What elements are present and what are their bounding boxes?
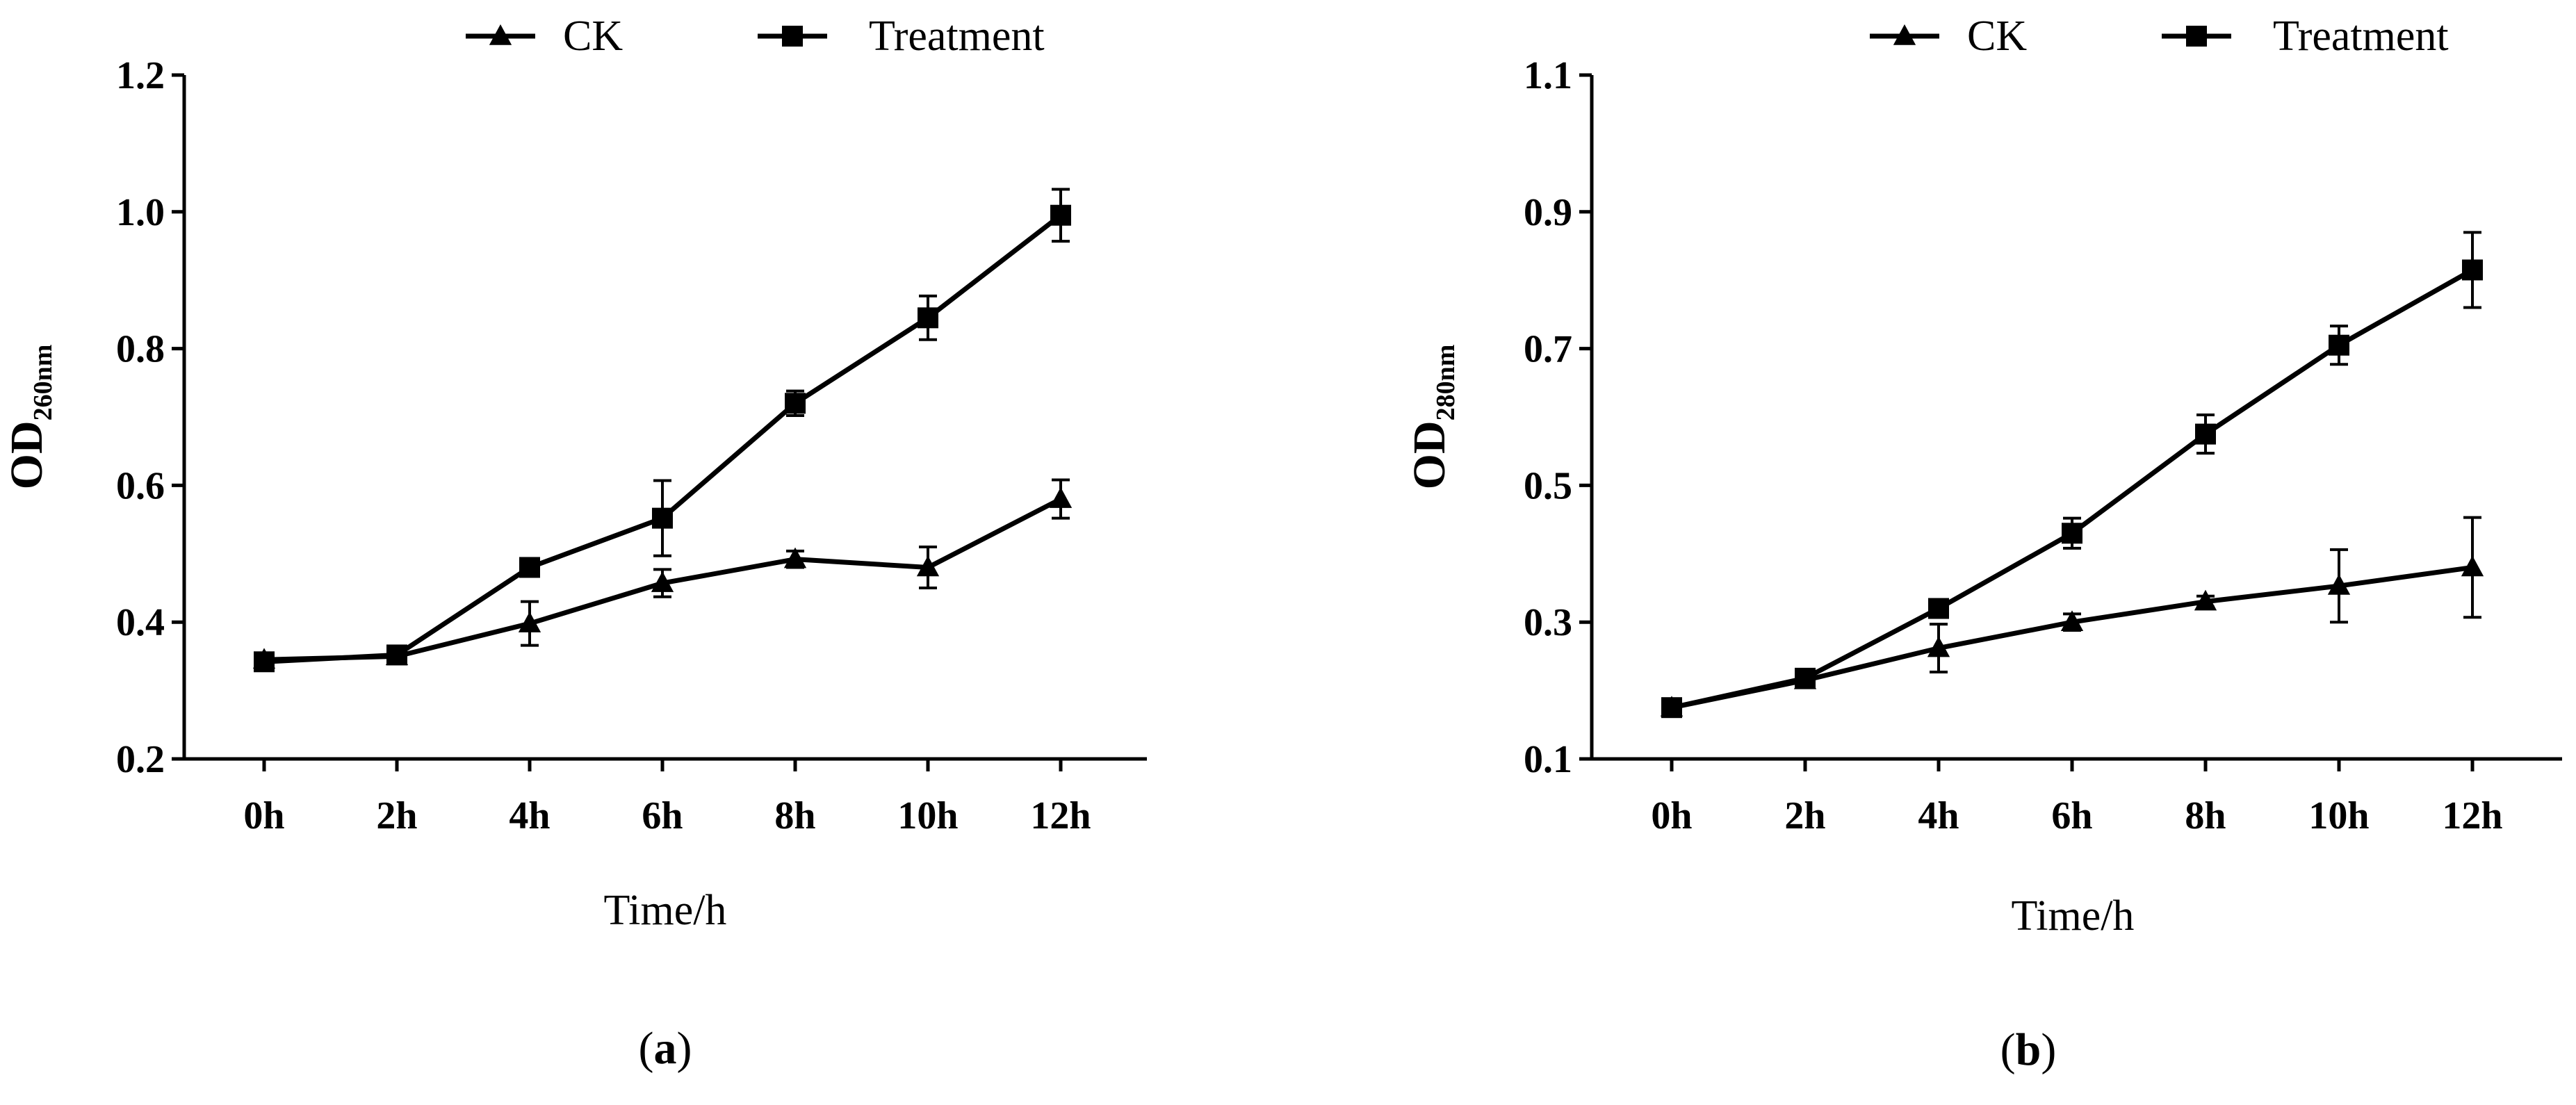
- legend: CK Treatment: [466, 13, 1045, 60]
- data-point-ck: [2060, 610, 2084, 631]
- x-tick-label: 4h: [1918, 794, 1959, 837]
- legend-marker-treatment: [782, 26, 803, 47]
- data-point-treatment: [2195, 423, 2216, 445]
- x-tick-label: 0h: [1651, 794, 1692, 837]
- y-tick-label: 0.3: [1524, 601, 1572, 644]
- x-tick-label: 2h: [376, 794, 417, 837]
- x-tick-label: 10h: [2308, 794, 2369, 837]
- series-line-ck: [1671, 565, 2473, 710]
- x-axis-label: Time/h: [604, 887, 727, 934]
- x-tick-label: 6h: [642, 794, 683, 837]
- legend-label-ck: CK: [563, 13, 623, 60]
- data-point-treatment: [785, 393, 806, 414]
- panel-caption: (b): [2000, 1024, 2057, 1075]
- legend-label-ck: CK: [1967, 13, 2027, 60]
- legend-label-treatment: Treatment: [2273, 13, 2449, 60]
- data-point-treatment: [2462, 259, 2483, 281]
- data-point-treatment: [1050, 204, 1071, 226]
- y-tick-label: 0.2: [116, 738, 165, 781]
- x-tick-label: 6h: [2051, 794, 2092, 837]
- data-point-treatment: [652, 507, 673, 529]
- legend-marker-ck: [1893, 24, 1916, 45]
- chart-panel-a: 0.2 0.4 0.6 0.8 1.0 1.2 0h 2h 4h 6h 8h 10h 12h OD260n…: [1, 13, 1147, 1074]
- x-tick-label: 12h: [2442, 794, 2502, 837]
- data-point-ck: [916, 555, 940, 577]
- data-point-ck: [783, 547, 807, 568]
- legend-label-treatment: Treatment: [869, 13, 1045, 60]
- series-treatment: [1661, 231, 2483, 719]
- y-axis-label: OD260nm: [1, 345, 58, 490]
- data-point-treatment: [1661, 697, 1682, 719]
- caption-paren-close: ): [2041, 1024, 2056, 1075]
- y-tick-label: 0.9: [1524, 191, 1572, 234]
- series-line-treatment: [1671, 268, 2474, 710]
- y-tick-label: 0.7: [1524, 328, 1572, 371]
- y-axis-label-subscript: 260nm: [28, 345, 58, 421]
- y-tick-label: 0.5: [1524, 464, 1572, 507]
- chart-panel-b: 0.1 0.3 0.5 0.7 0.9 1.1 0h 2h 4h 6h 8h 10h 12h OD280n…: [1404, 13, 2562, 1075]
- x-tick-label: 2h: [1784, 794, 1825, 837]
- data-point-treatment: [2329, 334, 2349, 356]
- data-point-treatment: [2062, 523, 2082, 544]
- x-tick-label: 0h: [243, 794, 284, 837]
- data-point-ck: [1049, 487, 1073, 508]
- data-point-ck: [1927, 636, 1950, 657]
- x-tick-label: 10h: [897, 794, 958, 837]
- legend-marker-treatment: [2186, 26, 2207, 47]
- x-axis-label: Time/h: [2012, 892, 2135, 940]
- data-point-ck: [518, 612, 541, 632]
- legend-marker-ck: [489, 24, 512, 45]
- y-axis-label-subscript: 280nm: [1431, 345, 1460, 421]
- x-tick-label: 8h: [2185, 794, 2226, 837]
- data-point-treatment: [1795, 667, 1816, 689]
- caption-letter: b: [2016, 1024, 2041, 1075]
- y-tick-label: 0.8: [116, 328, 165, 371]
- y-tick-label: 0.1: [1524, 738, 1572, 781]
- data-point-ck: [2194, 589, 2217, 611]
- caption-paren-open: (: [2000, 1024, 2016, 1075]
- legend: CK Treatment: [1870, 13, 2449, 60]
- data-point-treatment: [918, 307, 938, 329]
- data-point-ck: [651, 571, 674, 592]
- data-point-treatment: [386, 644, 407, 666]
- x-tick-label: 4h: [509, 794, 550, 837]
- x-tick-label: 8h: [774, 794, 815, 837]
- x-tick-label: 12h: [1030, 794, 1091, 837]
- y-tick-label: 0.6: [116, 464, 165, 507]
- data-point-treatment: [1928, 598, 1949, 619]
- series-treatment: [254, 188, 1071, 673]
- data-point-ck: [2461, 555, 2484, 577]
- caption-paren-close: ): [677, 1023, 692, 1074]
- y-tick-label: 1.2: [116, 54, 165, 97]
- y-tick-label: 1.1: [1524, 54, 1572, 97]
- y-axis-label: OD280nm: [1404, 345, 1460, 490]
- y-axis-label-main: OD: [1404, 420, 1455, 489]
- y-tick-label: 1.0: [116, 191, 165, 234]
- y-axis-label-main: OD: [1, 420, 52, 489]
- data-point-treatment: [254, 651, 275, 673]
- panel-caption: (a): [639, 1023, 692, 1074]
- caption-letter: a: [654, 1023, 677, 1074]
- data-point-treatment: [519, 557, 540, 578]
- data-point-ck: [2327, 574, 2351, 595]
- y-tick-label: 0.4: [116, 601, 165, 644]
- caption-paren-open: (: [639, 1023, 654, 1074]
